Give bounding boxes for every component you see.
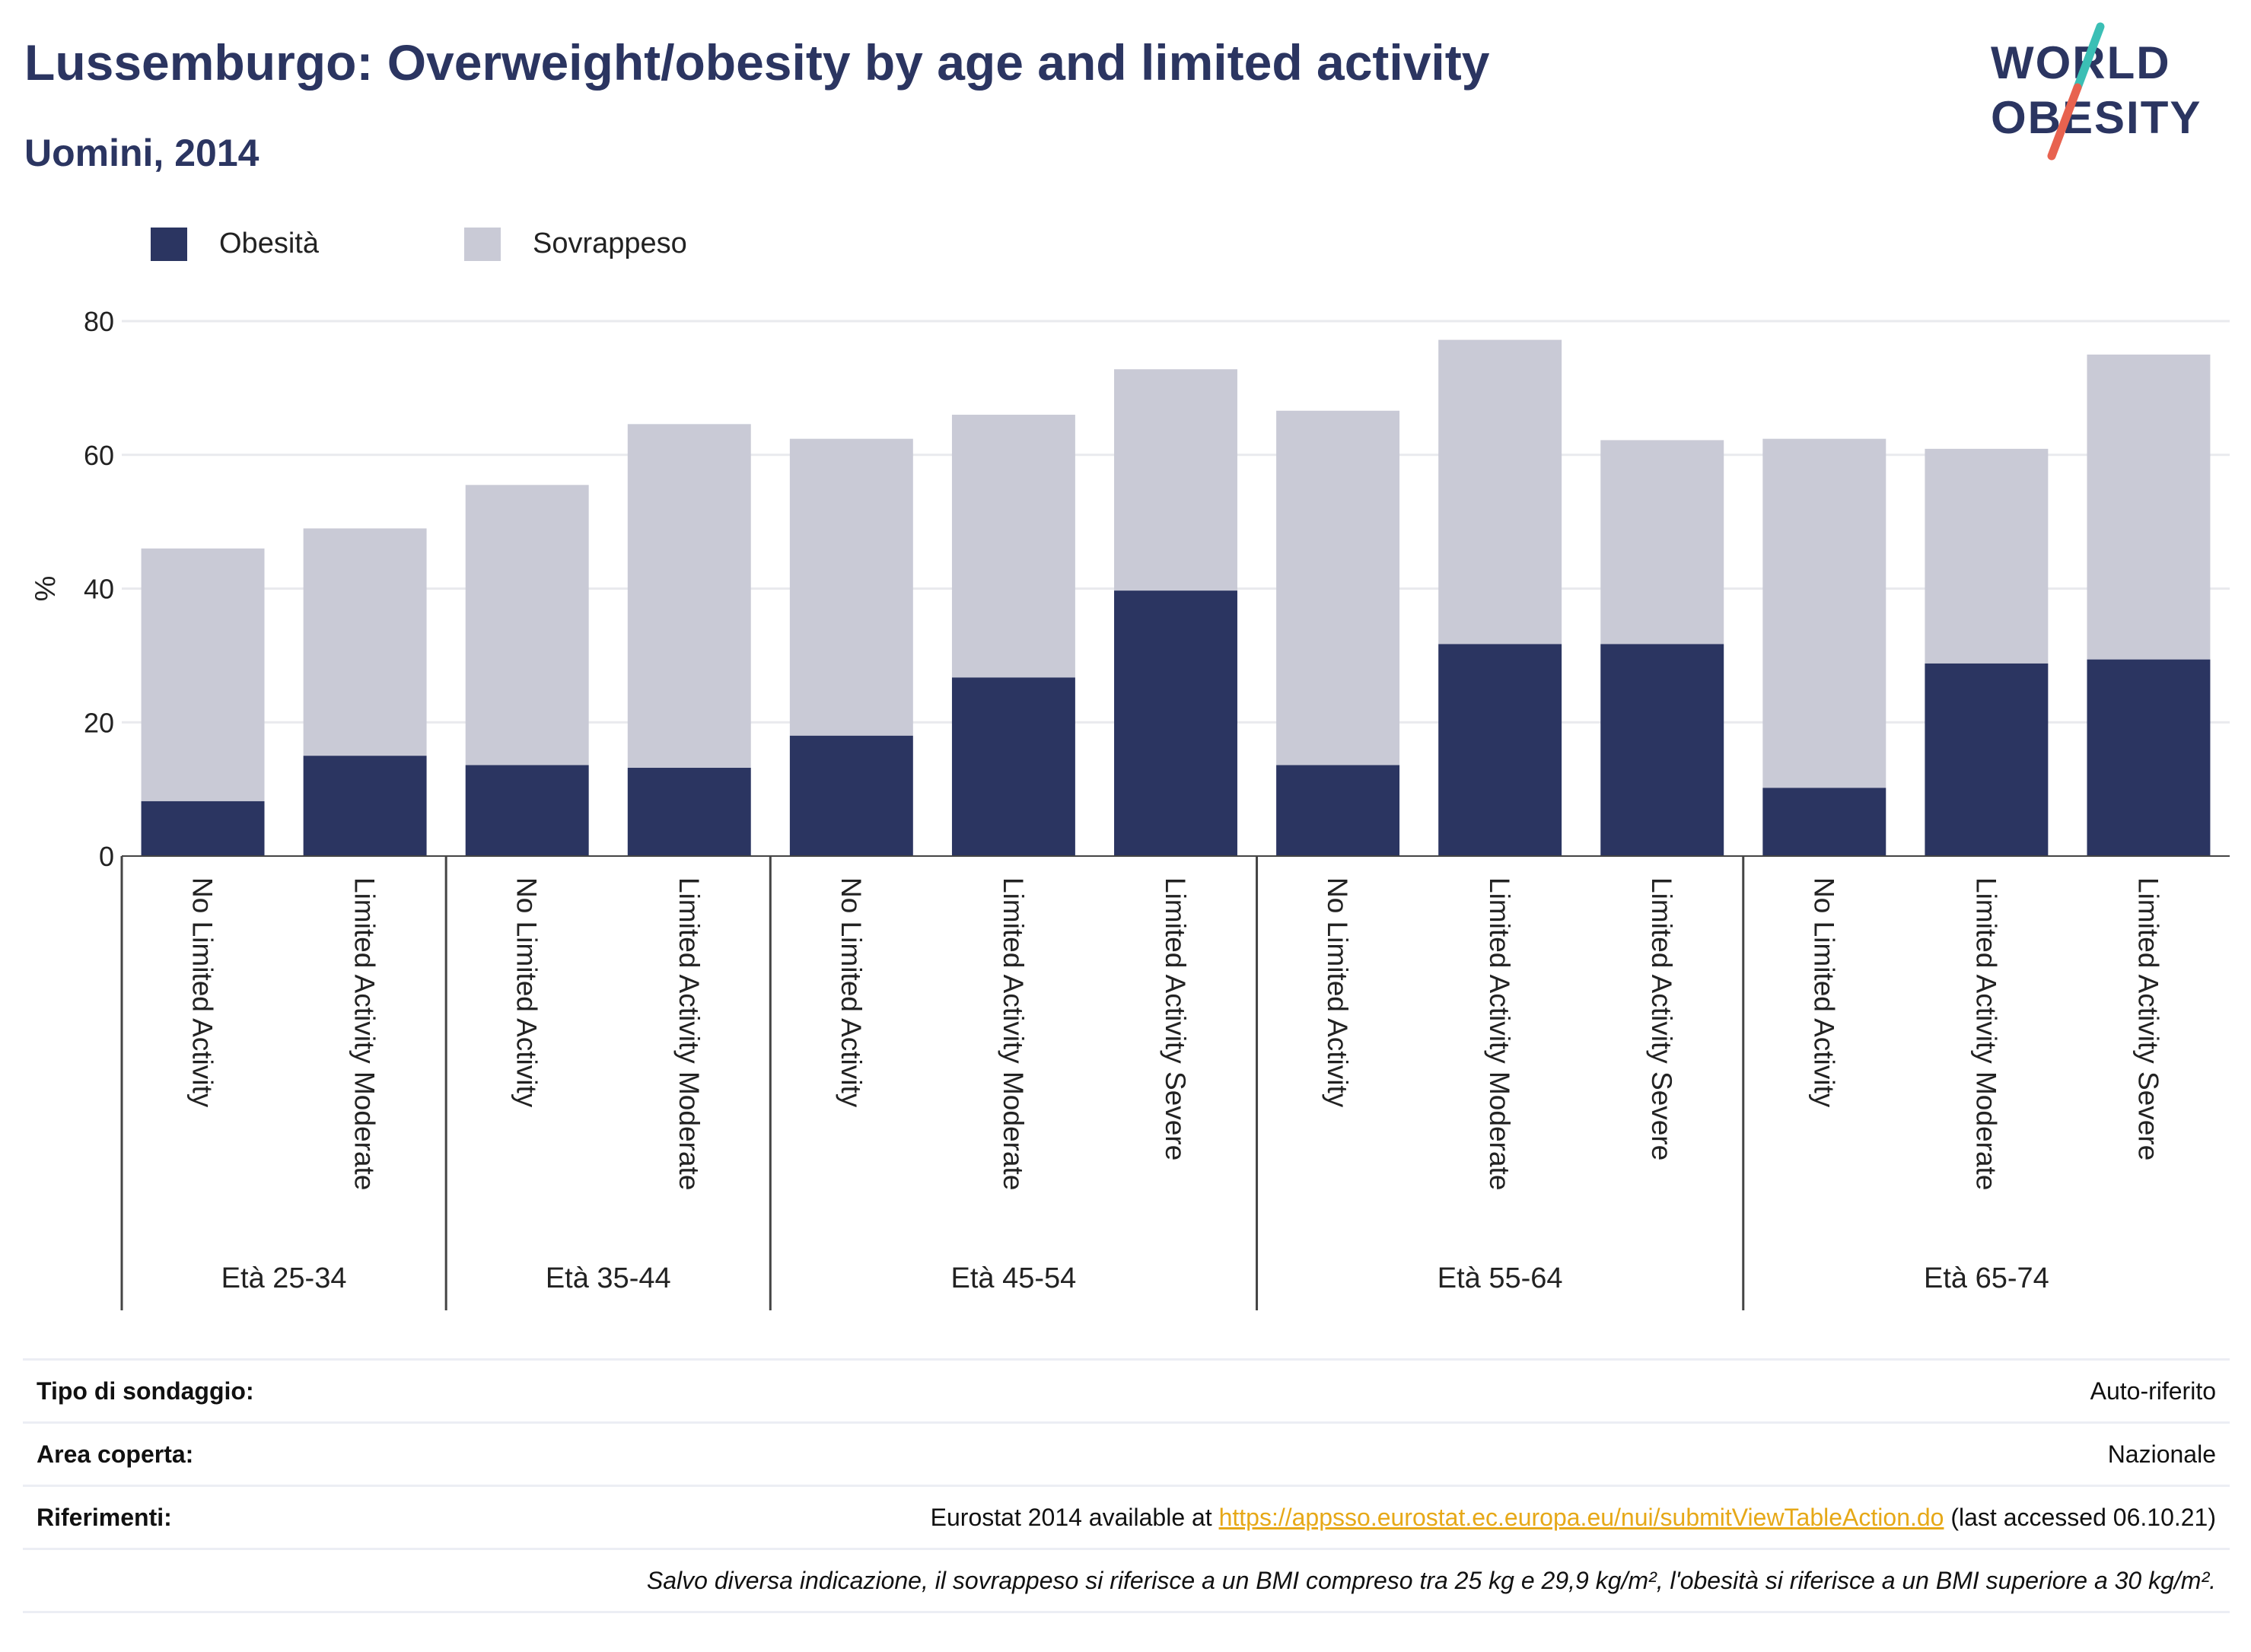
logo-word-2: OBESITY [1991, 92, 2202, 143]
info-value: Auto-riferito [2090, 1377, 2216, 1405]
bmi-definition-note: Salvo diversa indicazione, il sovrappeso… [646, 1567, 2216, 1594]
bar-obesity [303, 756, 427, 856]
eurostat-link[interactable]: https://appsso.eurostat.ec.europa.eu/nui… [1218, 1504, 1944, 1531]
info-value: Eurostat 2014 available at https://appss… [931, 1504, 2216, 1532]
world-obesity-logo: WORLD OBESITY [1979, 15, 2237, 167]
x-category-label: No Limited Activity [511, 877, 543, 1108]
bar-overweight [1925, 448, 2049, 664]
y-tick-label: 60 [84, 440, 114, 471]
bar-obesity [2087, 659, 2211, 856]
reference-prefix: Eurostat 2014 available at [930, 1504, 1219, 1531]
x-category-label: Limited Activity Moderate [1484, 877, 1515, 1190]
bar-obesity [465, 765, 589, 856]
info-value: Nazionale [2107, 1440, 2216, 1468]
bar-overweight [141, 548, 265, 801]
x-category-label: No Limited Activity [1808, 877, 1839, 1108]
legend-swatch-obesity [151, 228, 187, 261]
x-group-label: Età 25-34 [221, 1262, 347, 1294]
bar-obesity [1114, 590, 1237, 856]
x-category-label: No Limited Activity [836, 877, 867, 1108]
x-group-label: Età 45-54 [951, 1262, 1077, 1294]
legend-label-overweight: Sovrappeso [533, 228, 687, 259]
info-key: Riferimenti: [37, 1504, 172, 1531]
y-tick-label: 20 [84, 707, 114, 738]
bar-obesity [789, 735, 913, 856]
bar-overweight [1600, 440, 1724, 645]
bar-obesity [1762, 788, 1886, 856]
page-title: Lussemburgo: Overweight/obesity by age a… [24, 34, 1490, 91]
x-category-label: Limited Activity Moderate [1970, 877, 2001, 1190]
y-axis-label: % [30, 576, 62, 602]
bar-obesity [627, 768, 751, 856]
info-row-area: Area coperta: Nazionale [23, 1421, 2230, 1485]
bar-obesity [1438, 644, 1562, 856]
x-category-label: Limited Activity Severe [1160, 877, 1191, 1160]
x-group-label: Età 55-64 [1438, 1262, 1563, 1294]
bar-overweight [465, 485, 589, 766]
info-key: Area coperta: [37, 1440, 194, 1468]
x-category-label: Limited Activity Severe [1646, 877, 1677, 1160]
info-row-references: Riferimenti: Eurostat 2014 available at … [23, 1485, 2230, 1548]
bar-overweight [2087, 354, 2211, 660]
info-table: Tipo di sondaggio: Auto-riferito Area co… [23, 1358, 2230, 1613]
bar-overweight [789, 438, 913, 736]
x-category-label: Limited Activity Moderate [349, 877, 380, 1190]
x-category-label: No Limited Activity [1322, 877, 1353, 1108]
bar-overweight [951, 415, 1075, 678]
info-row-survey-type: Tipo di sondaggio: Auto-riferito [23, 1358, 2230, 1421]
x-category-label: Limited Activity Moderate [673, 877, 705, 1190]
reference-suffix: (last accessed 06.10.21) [1944, 1504, 2216, 1531]
info-key: Tipo di sondaggio: [37, 1377, 254, 1405]
bar-overweight [1114, 369, 1237, 591]
bar-obesity [141, 801, 265, 856]
legend-swatch-overweight [464, 228, 501, 261]
bar-obesity [1600, 644, 1724, 856]
bar-obesity [951, 677, 1075, 856]
x-category-label: Limited Activity Moderate [998, 877, 1029, 1190]
legend-label-obesity: Obesità [219, 228, 319, 259]
bar-obesity [1925, 663, 2049, 856]
bar-obesity [1276, 765, 1400, 856]
logo-slash-icon [2047, 22, 2105, 161]
x-category-label: No Limited Activity [187, 877, 218, 1108]
page-subtitle: Uomini, 2014 [24, 132, 259, 174]
stacked-bar-chart: 0 20 40 60 80% No Limited Activity Limited Act… [30, 306, 2230, 1310]
info-row-note: Salvo diversa indicazione, il sovrappeso… [23, 1548, 2230, 1613]
bar-overweight [303, 528, 427, 756]
y-tick-label: 40 [84, 574, 114, 605]
bar-overweight [1276, 410, 1400, 766]
x-group-label: Età 65-74 [1924, 1262, 2049, 1294]
bar-overweight [627, 424, 751, 769]
x-category-label: Limited Activity Severe [2132, 877, 2163, 1160]
y-tick-label: 0 [99, 841, 114, 872]
bar-overweight [1762, 438, 1886, 788]
y-tick-label: 80 [84, 306, 114, 337]
x-group-label: Età 35-44 [546, 1262, 671, 1294]
bar-overweight [1438, 339, 1562, 645]
